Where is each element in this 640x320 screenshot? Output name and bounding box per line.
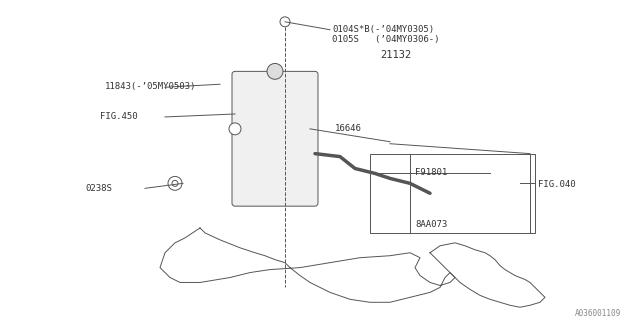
FancyBboxPatch shape bbox=[232, 71, 318, 206]
Text: FIG.040: FIG.040 bbox=[538, 180, 575, 189]
Circle shape bbox=[267, 63, 283, 79]
Text: 0238S: 0238S bbox=[85, 184, 112, 193]
Circle shape bbox=[168, 176, 182, 190]
Circle shape bbox=[280, 17, 290, 27]
Text: 0105S   (’04MY0306-): 0105S (’04MY0306-) bbox=[332, 35, 440, 44]
Bar bbox=[370, 154, 535, 233]
Text: FIG.450: FIG.450 bbox=[100, 112, 138, 121]
Text: 8AA073: 8AA073 bbox=[415, 220, 447, 229]
Text: A036001109: A036001109 bbox=[575, 309, 621, 318]
Circle shape bbox=[229, 123, 241, 135]
Text: 21132: 21132 bbox=[380, 50, 412, 60]
Text: 0104S*B(-’04MY0305): 0104S*B(-’04MY0305) bbox=[332, 25, 434, 34]
Text: 16646: 16646 bbox=[335, 124, 362, 133]
Text: 11843(-’05MY0503): 11843(-’05MY0503) bbox=[105, 82, 196, 91]
Circle shape bbox=[172, 180, 178, 186]
Text: F91801: F91801 bbox=[415, 169, 447, 178]
